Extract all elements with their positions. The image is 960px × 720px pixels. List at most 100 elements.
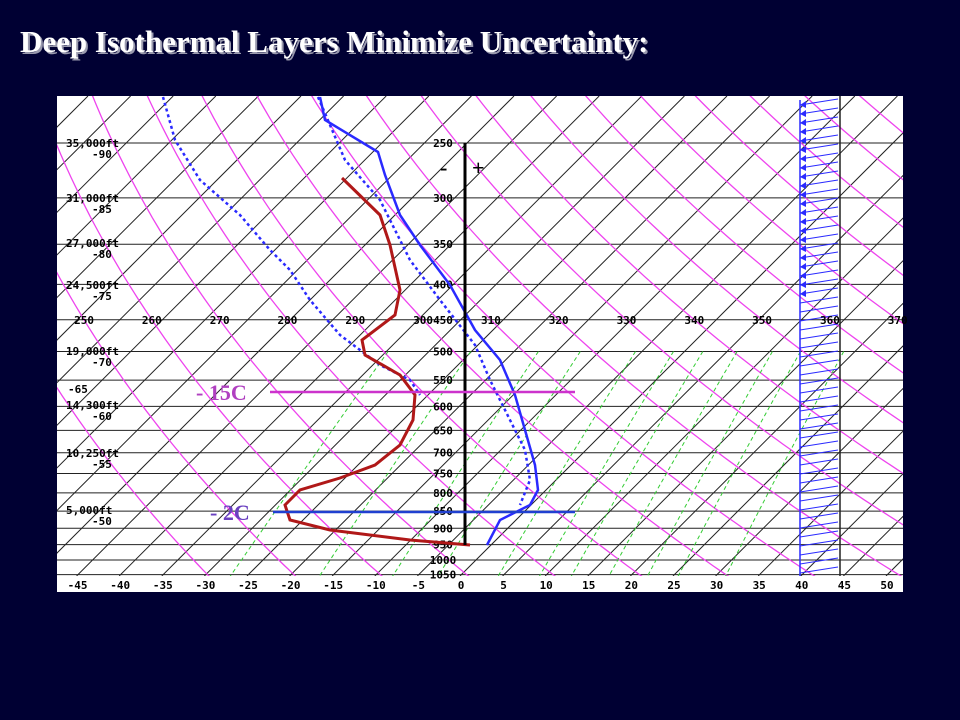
wind-barb (799, 260, 839, 268)
dry-adiabat (57, 386, 210, 576)
skewt-panel (57, 96, 903, 592)
temperature-tick-label: 5 (500, 579, 507, 592)
dry-adiabat (639, 96, 903, 325)
wind-barb (799, 440, 839, 448)
wind-barb (799, 152, 839, 160)
pressure-label: 600 (433, 400, 453, 413)
altitude-label: 5,000ft (66, 504, 112, 517)
wind-barb (799, 296, 839, 304)
isotherm (417, 96, 898, 576)
wind-flag (800, 137, 806, 144)
theta-label: 280 (278, 314, 298, 327)
wind-barb (799, 188, 839, 196)
pressure-label: 1050 (430, 569, 457, 582)
pressure-label: 950 (433, 539, 453, 552)
theta-label: 260 (142, 314, 162, 327)
altitude-temp-label: -80 (92, 248, 112, 261)
pressure-label: 300 (433, 192, 453, 205)
temperature-tick-label: 40 (795, 579, 808, 592)
theta-label: 270 (210, 314, 230, 327)
wind-barb (799, 368, 839, 376)
pressure-label: 500 (433, 345, 453, 358)
wind-barb (799, 125, 839, 133)
dry-adiabat (365, 96, 903, 576)
plus-sign: + (472, 155, 485, 180)
wind-barb (799, 332, 839, 340)
isotherm (57, 96, 259, 299)
wetbulb-dashed (316, 96, 532, 506)
wind-barb (799, 539, 839, 547)
mixing-ratio-line (570, 351, 704, 576)
wind-barb (799, 215, 839, 223)
isotherm (502, 174, 903, 576)
temperature-profile (318, 96, 540, 546)
dry-adiabat (749, 96, 903, 228)
altitude-temp-label: -60 (92, 410, 112, 423)
altitude-label: 14,300ft (66, 399, 119, 412)
isotherm (246, 96, 728, 576)
temperature-tick-label: 15 (582, 579, 595, 592)
dry-adiabat (146, 96, 556, 576)
wind-barb (799, 404, 839, 412)
wind-flag (800, 101, 806, 108)
temperature-tick-label: 10 (540, 579, 553, 592)
temperature-tick-label: 25 (667, 579, 680, 592)
isotherm (76, 96, 557, 576)
pressure-label: 350 (433, 238, 453, 251)
wind-barb (799, 134, 839, 142)
wind-flag (800, 227, 806, 234)
wind-flag (800, 236, 806, 243)
wind-barb (799, 323, 839, 331)
isotherm (289, 96, 770, 576)
wind-barb (799, 521, 839, 529)
wind-barb (799, 224, 839, 232)
wind-barb (799, 413, 839, 421)
wind-barb (799, 287, 839, 295)
pressure-label: 900 (433, 522, 453, 535)
mixing-ratio-line (725, 351, 845, 576)
isotherm (672, 345, 903, 576)
mixing-ratio-line (677, 351, 801, 576)
isotherm (587, 260, 903, 576)
isotherm (757, 430, 903, 576)
isotherm (57, 96, 217, 256)
pressure-label: 550 (433, 374, 453, 387)
dry-adiabat (585, 96, 903, 374)
isotherm (57, 96, 174, 213)
temperature-tick-label: 35 (753, 579, 766, 592)
wind-flag (800, 209, 806, 216)
temperature-tick-label: 45 (838, 579, 851, 592)
temperature-tick-label: -45 (68, 579, 88, 592)
wind-flag (800, 272, 806, 279)
altitude-label: 24,500ft (66, 279, 119, 292)
mixing-ratio-line (646, 351, 773, 576)
mixing-ratio-line (497, 351, 636, 576)
wind-barb (799, 566, 839, 574)
theta-label: 350 (752, 314, 772, 327)
mixing-ratio-line (608, 351, 738, 576)
isotherm (374, 96, 856, 576)
wind-flag (800, 119, 806, 126)
isotherm (57, 96, 430, 469)
theta-label: 360 (820, 314, 840, 327)
wind-barb (799, 548, 839, 556)
altitude-label: 10,250ft (66, 447, 119, 460)
wind-barb (799, 314, 839, 322)
wind-barb (799, 350, 839, 358)
altitude-label: 19,000ft (66, 345, 119, 358)
isotherm (630, 302, 903, 576)
wind-barb (799, 251, 839, 259)
temperature-tick-label: -10 (366, 579, 386, 592)
theta-label: 290 (345, 314, 365, 327)
altitude-temp-label: -85 (92, 203, 112, 216)
altitude-temp-label: -75 (92, 290, 112, 303)
pressure-label: 450 (433, 314, 453, 327)
temperature-tick-label: -30 (195, 579, 215, 592)
pressure-label: 700 (433, 447, 453, 460)
isotherm (544, 217, 903, 576)
theta-label: 300 (413, 314, 433, 327)
wind-flag (800, 290, 806, 297)
wind-barb (799, 98, 839, 106)
isotherm (57, 96, 515, 554)
